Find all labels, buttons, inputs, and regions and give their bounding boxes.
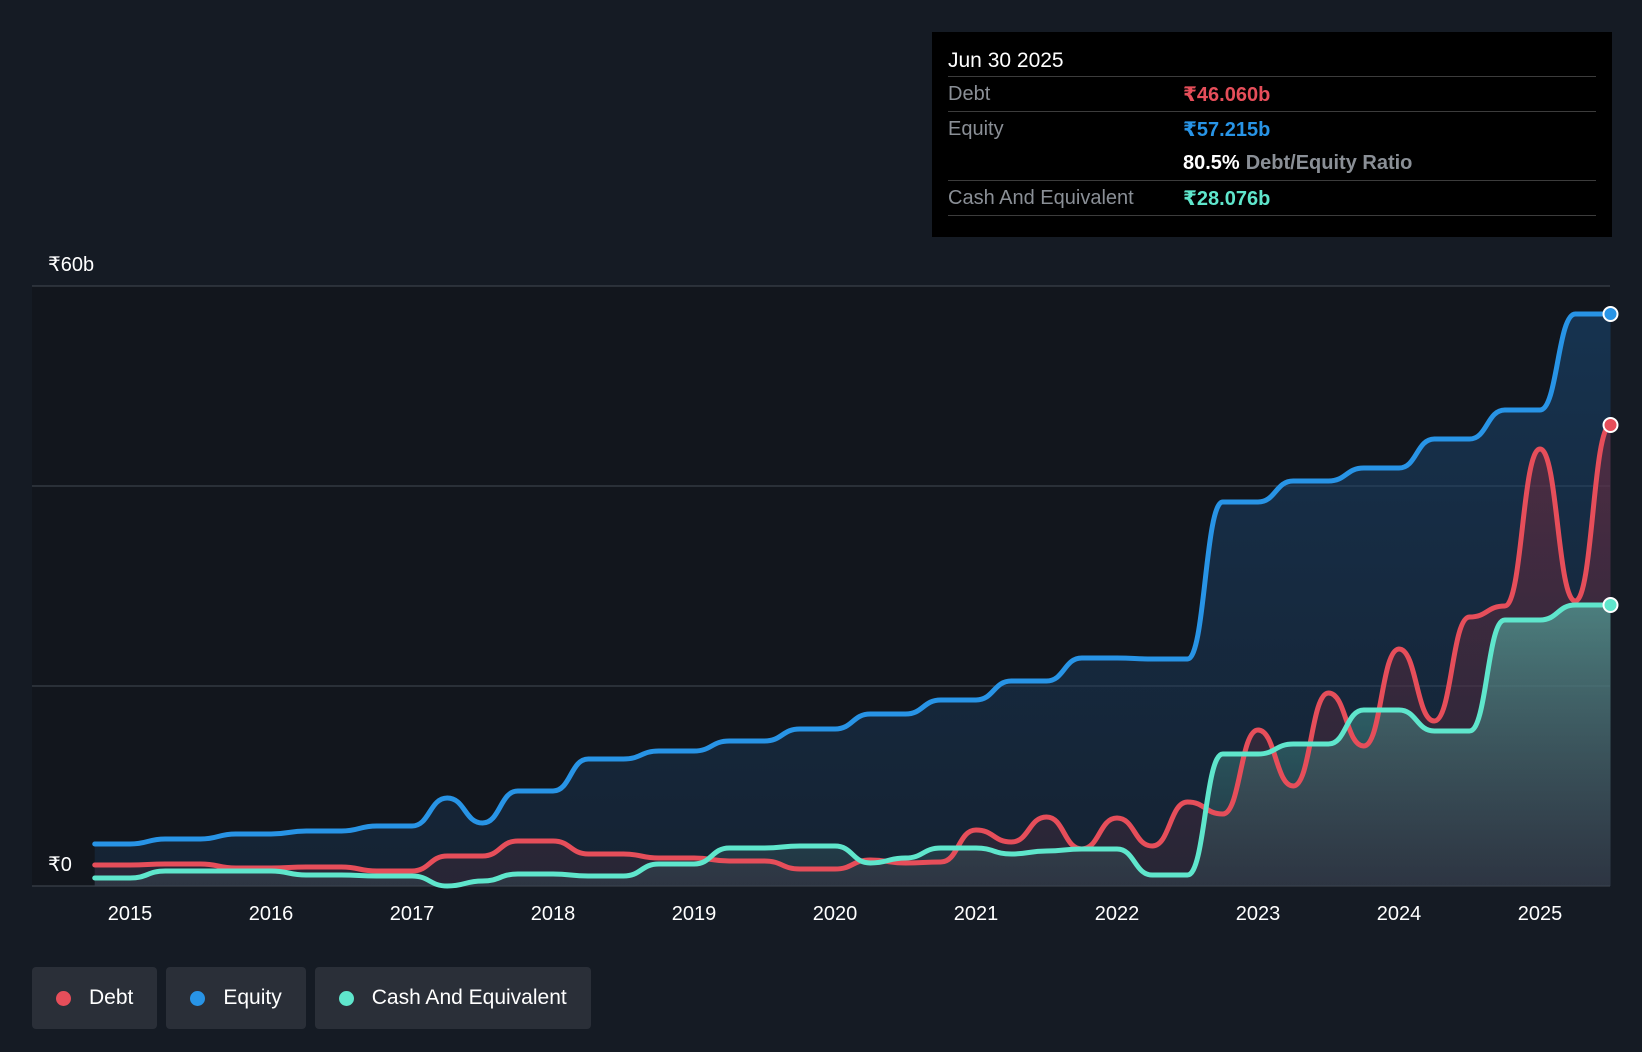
tooltip-debt-value: ₹46.060b: [1183, 83, 1271, 106]
x-tick-label: 2021: [954, 903, 999, 925]
tooltip-equity-label: Equity: [948, 117, 1004, 140]
x-tick-label: 2018: [531, 903, 576, 925]
tooltip-date: Jun 30 2025: [948, 49, 1064, 72]
y-tick-label: ₹0: [48, 854, 72, 876]
x-tick-label: 2016: [249, 903, 294, 925]
legend-item-equity[interactable]: Equity: [166, 967, 306, 1029]
equity-end-marker: [1602, 306, 1619, 322]
x-tick-label: 2023: [1236, 903, 1281, 925]
series-areas: [94, 314, 1611, 886]
legend-item-cash[interactable]: Cash And Equivalent: [314, 967, 591, 1029]
x-tick-label: 2019: [672, 903, 717, 925]
cash-area: [94, 605, 1611, 886]
tooltip-ratio-row: 80.5% Debt/Equity Ratio: [948, 146, 1596, 180]
tooltip-equity-value: ₹57.215b: [1183, 118, 1271, 141]
tooltip-cash-row: Cash And Equivalent ₹28.076b: [948, 180, 1596, 216]
tooltip-debt-row: Debt ₹46.060b: [948, 76, 1596, 111]
legend-cash-label: Cash And Equivalent: [371, 986, 567, 1009]
cash-end-marker: [1602, 597, 1619, 613]
cash-line: [92, 602, 1613, 889]
tooltip-ratio-value: 80.5%: [1183, 151, 1240, 174]
x-tick-label: 2022: [1095, 903, 1140, 925]
x-tick-label: 2025: [1518, 903, 1563, 925]
legend-equity-label: Equity: [223, 986, 282, 1009]
x-axis-labels: 2015 2016 2017 2018 2019 2020 2021 2022 2023 2024…: [108, 903, 1563, 925]
tooltip-cash-value: ₹28.076b: [1183, 187, 1271, 210]
y-tick-label: ₹60b: [48, 254, 94, 276]
debt-dot-icon: [56, 990, 71, 1006]
tooltip-debt-label: Debt: [948, 82, 991, 105]
legend-item-debt[interactable]: Debt: [32, 967, 158, 1029]
tooltip-panel: Jun 30 2025 Debt ₹46.060b Equity ₹57.215…: [932, 32, 1612, 237]
legend: Debt Equity Cash And Equivalent: [32, 967, 600, 1029]
x-tick-label: 2024: [1377, 903, 1422, 925]
tooltip-cash-label: Cash And Equivalent: [948, 186, 1134, 209]
equity-line: [92, 311, 1613, 847]
x-tick-label: 2017: [390, 903, 435, 925]
equity-area: [94, 314, 1611, 886]
debt-end-marker: [1602, 417, 1619, 433]
tooltip-equity-row: Equity ₹57.215b: [948, 111, 1596, 146]
series-end-markers: [1602, 306, 1619, 613]
tooltip-ratio-label: Debt/Equity Ratio: [1245, 151, 1413, 174]
x-tick-label: 2015: [108, 903, 153, 925]
series-lines: [92, 311, 1613, 889]
debt-line: [92, 422, 1613, 874]
equity-dot-icon: [190, 990, 206, 1006]
legend-debt-label: Debt: [89, 986, 134, 1009]
x-tick-label: 2020: [813, 903, 858, 925]
y-axis-labels: ₹60b ₹0: [48, 254, 94, 876]
cash-dot-icon: [338, 990, 354, 1006]
